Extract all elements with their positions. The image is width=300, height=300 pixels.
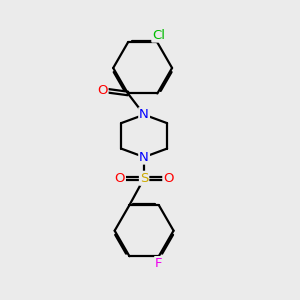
Text: Cl: Cl <box>152 28 165 42</box>
Text: F: F <box>155 257 163 270</box>
Text: O: O <box>97 84 108 97</box>
Text: N: N <box>139 151 149 164</box>
Text: O: O <box>114 172 125 185</box>
Text: O: O <box>163 172 174 185</box>
Text: S: S <box>140 172 148 185</box>
Text: N: N <box>139 108 149 121</box>
